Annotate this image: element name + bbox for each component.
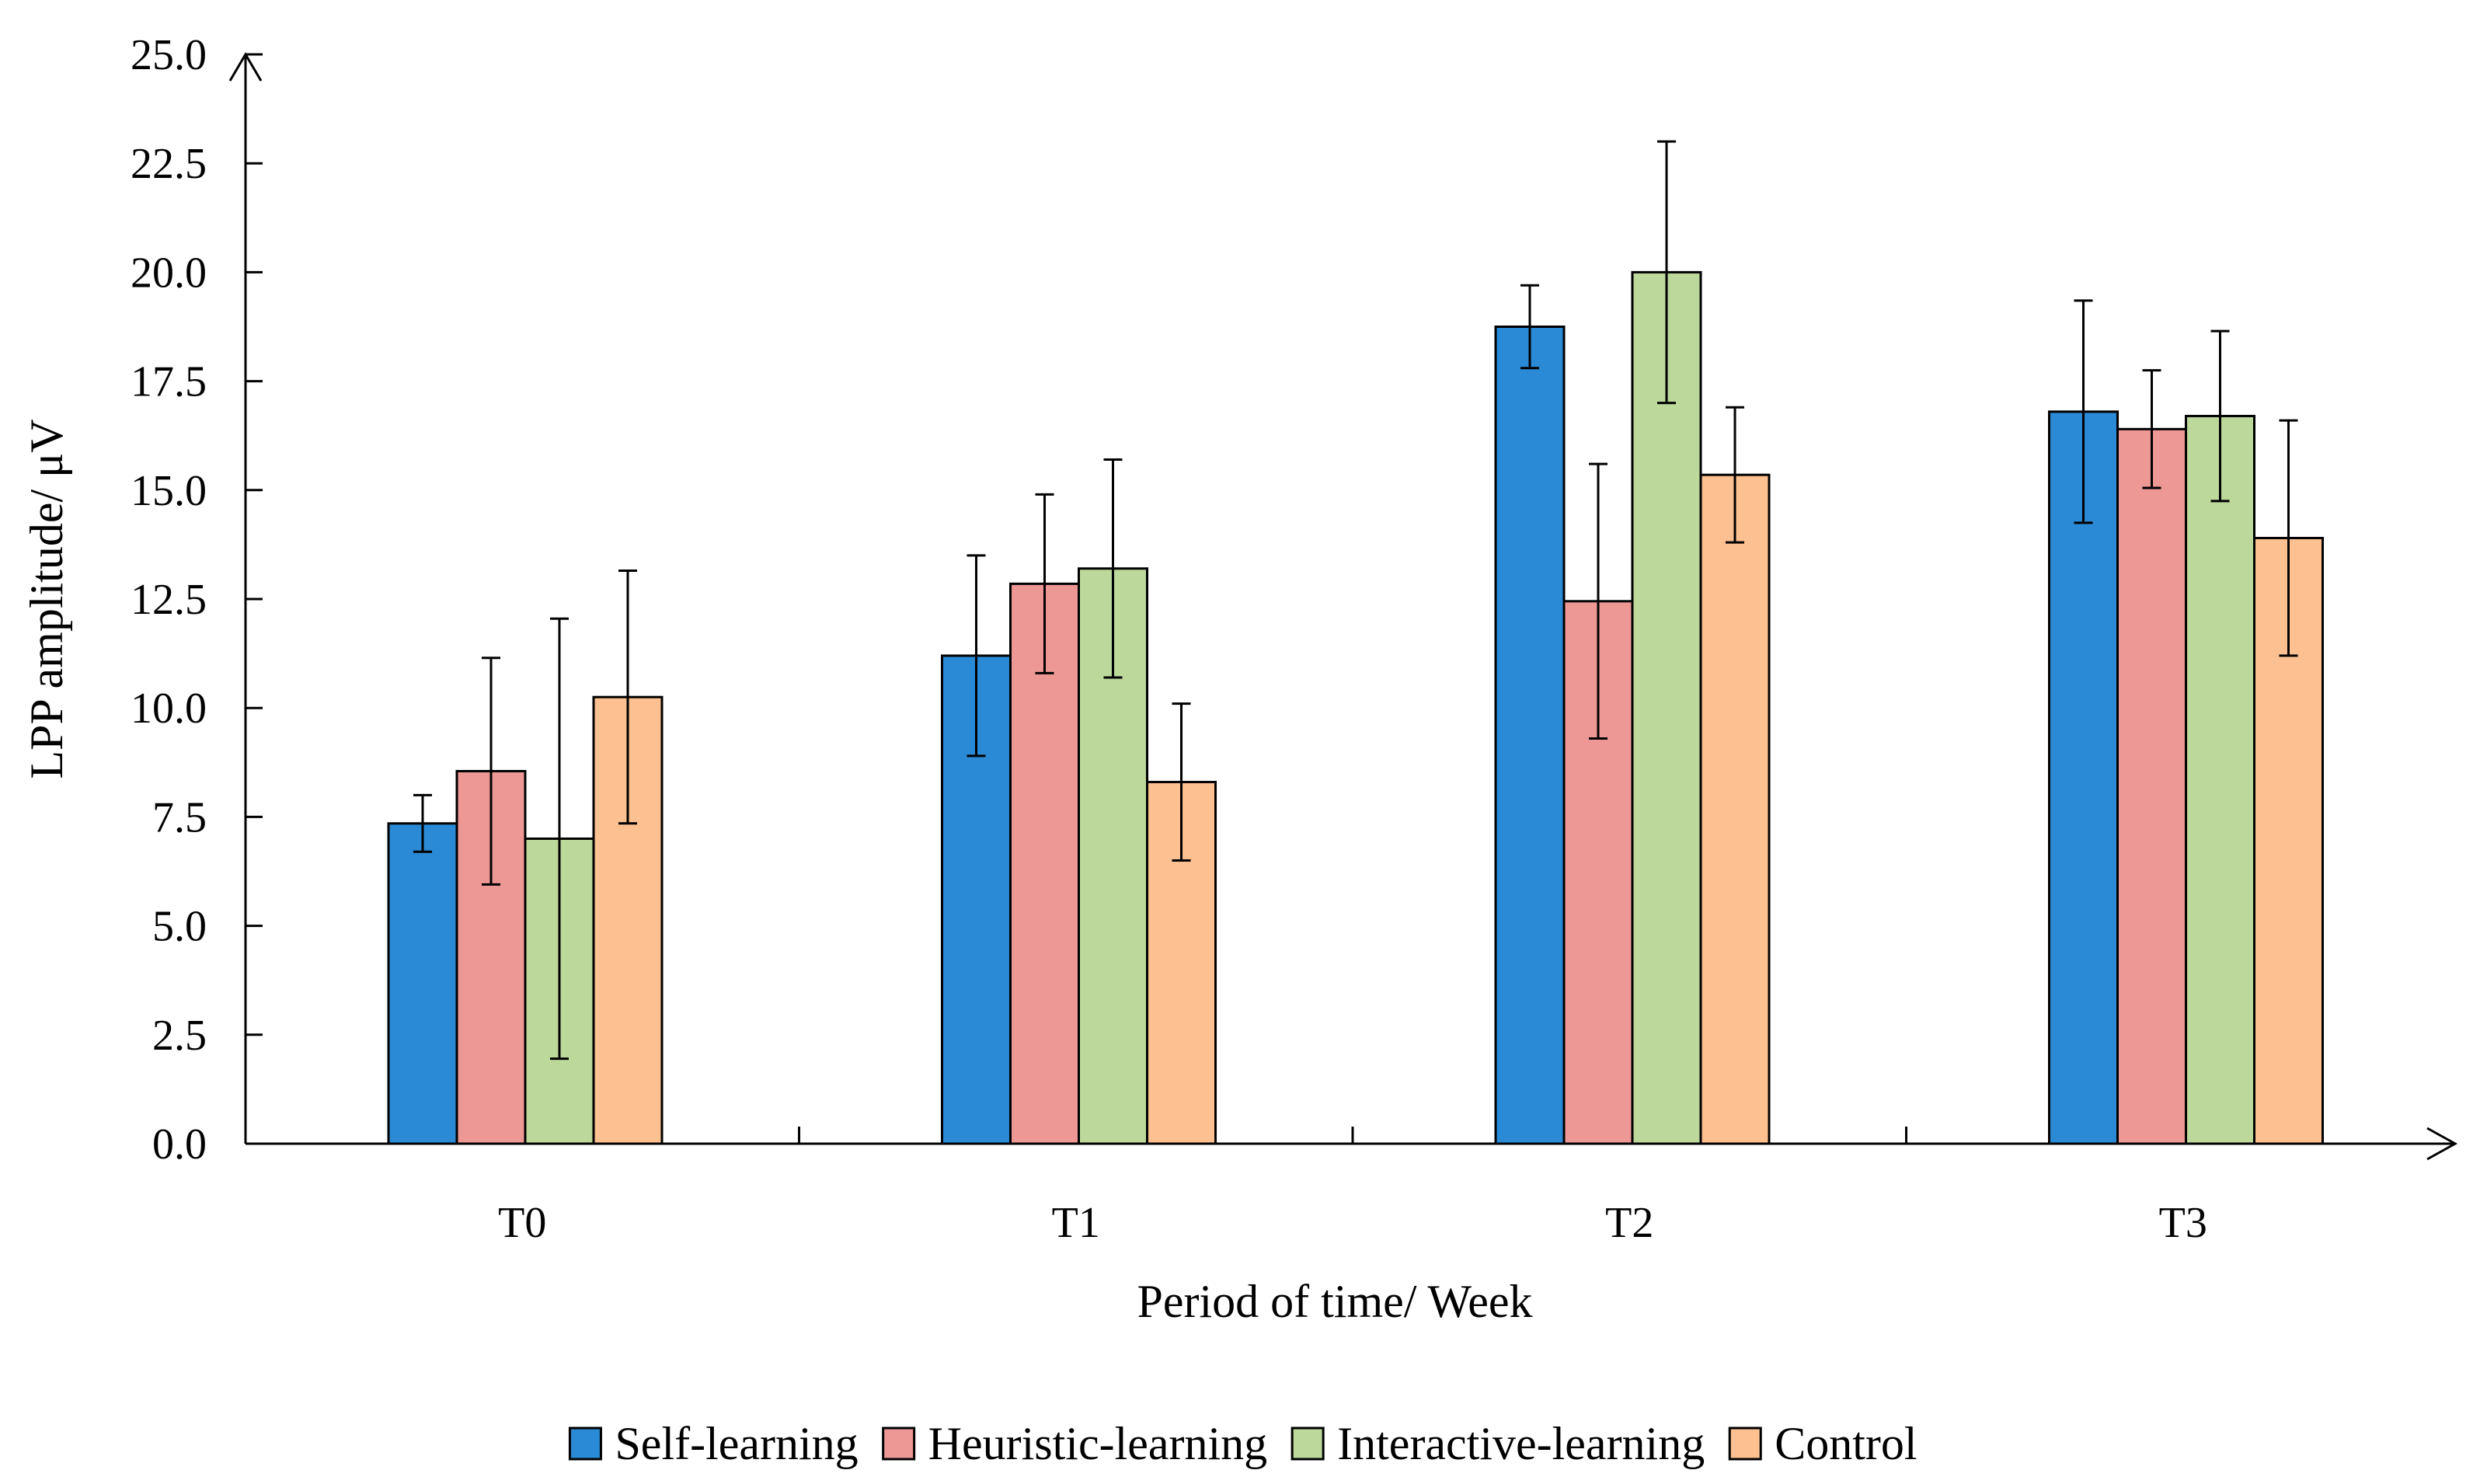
x-tick-label: T3 [2159, 1199, 2207, 1247]
legend-label: Control [1775, 1418, 1917, 1469]
y-tick-label: 2.5 [152, 1012, 207, 1060]
legend-label: Heuristic-learning [928, 1418, 1268, 1469]
y-tick-label: 0.0 [152, 1120, 207, 1169]
y-tick-label: 20.0 [131, 249, 207, 297]
y-tick-label: 10.0 [131, 685, 207, 733]
bar [1631, 270, 1702, 1145]
bar [2116, 427, 2187, 1145]
legend-item: Control [1728, 1418, 1917, 1469]
legend-label: Self-learning [615, 1418, 858, 1469]
y-ticks-group: 0.0 2.5 5.0 7.5 10.0 12.5 15.0 17.5 20.0 22.5 25.0 [131, 31, 263, 1169]
error-bars-group [413, 140, 2298, 1061]
y-tick-label: 12.5 [131, 576, 207, 624]
y-tick-label: 17.5 [131, 358, 207, 406]
bar [387, 822, 458, 1145]
x-tick-label: T1 [1052, 1199, 1100, 1247]
bar [2185, 414, 2255, 1145]
bar [2048, 410, 2119, 1145]
y-tick-label: 7.5 [152, 793, 207, 841]
x-ticks-group: T0 T1 T2 T3 [498, 1127, 2207, 1247]
legend-item: Heuristic-learning [882, 1418, 1268, 1469]
legend-swatch [1728, 1427, 1762, 1461]
y-tick-label: 22.5 [131, 140, 207, 188]
bar [1494, 326, 1566, 1145]
legend: Self-learning Heuristic-learning Interacti… [568, 1418, 1917, 1469]
legend-swatch [568, 1427, 602, 1461]
x-axis-arrow-icon [2426, 1127, 2458, 1161]
bar [1699, 473, 1771, 1145]
y-tick-label: 25.0 [131, 31, 207, 79]
legend-swatch [882, 1427, 916, 1461]
y-tick-label: 15.0 [131, 467, 207, 515]
legend-item: Self-learning [568, 1418, 859, 1469]
x-tick-label: T2 [1605, 1199, 1653, 1247]
bars-group [387, 270, 2324, 1145]
legend-swatch [1291, 1427, 1325, 1461]
y-tick-label: 5.0 [152, 903, 207, 951]
legend-label: Interactive-learning [1337, 1418, 1705, 1469]
x-tick-label: T0 [498, 1199, 546, 1247]
x-axis-title: Period of time/ Week [1137, 1276, 1533, 1327]
legend-item: Interactive-learning [1291, 1418, 1705, 1469]
y-axis-title: LPP amplitude/ μV [21, 419, 72, 779]
